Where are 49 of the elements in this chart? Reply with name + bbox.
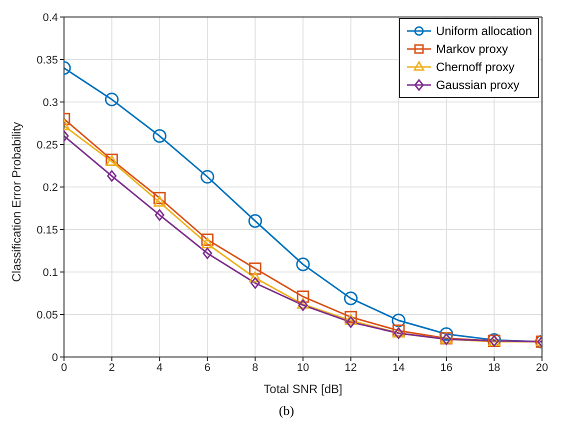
y-tick-label: 0.15 xyxy=(36,224,58,236)
x-tick-label: 18 xyxy=(488,362,500,374)
legend-label: Chernoff proxy xyxy=(436,59,514,76)
x-tick-label: 12 xyxy=(344,362,357,374)
point xyxy=(200,170,214,184)
y-tick-label: 0.35 xyxy=(36,54,58,66)
text: (b) xyxy=(278,403,296,419)
y-tick-label: 0.1 xyxy=(42,266,58,279)
x-tick-label: 2 xyxy=(108,362,115,374)
point xyxy=(296,290,310,303)
legend-label: Markov proxy xyxy=(436,41,508,58)
point xyxy=(248,214,262,228)
x-tick-label: 4 xyxy=(156,362,163,374)
point xyxy=(104,92,119,106)
y-tick-label: 0.25 xyxy=(36,139,58,152)
point xyxy=(344,314,357,325)
x-tick-label: 8 xyxy=(252,362,258,374)
x-tick-label: 10 xyxy=(296,362,310,374)
point xyxy=(249,262,262,275)
point xyxy=(346,316,356,328)
point xyxy=(392,314,406,328)
point xyxy=(344,310,357,324)
y-tick-label: 0.05 xyxy=(36,309,58,322)
y-tick-label: 0 xyxy=(52,352,58,364)
y-tick-label: 0.4 xyxy=(42,12,58,24)
point xyxy=(249,272,262,282)
y-axis-title: Classification Error Probability xyxy=(9,122,24,282)
point xyxy=(296,258,310,272)
x-tick-label: 16 xyxy=(440,362,453,374)
point xyxy=(201,234,214,246)
point xyxy=(250,277,260,289)
point xyxy=(153,192,166,204)
point xyxy=(154,209,164,221)
point xyxy=(344,292,358,306)
point xyxy=(107,170,117,182)
legend-label: Gaussian proxy xyxy=(436,77,520,94)
point xyxy=(201,238,214,248)
legend-label: Uniform allocation xyxy=(436,23,532,40)
x-axis-title: Total SNR [dB] xyxy=(264,382,342,396)
point xyxy=(440,327,454,341)
y-tick-label: 0.3 xyxy=(42,96,58,109)
x-tick-label: 14 xyxy=(392,362,405,374)
point xyxy=(202,248,212,260)
point xyxy=(152,129,166,143)
y-tick-label: 0.2 xyxy=(42,182,58,194)
x-tick-label: 20 xyxy=(536,362,548,374)
point xyxy=(154,196,166,207)
x-tick-label: 6 xyxy=(204,362,210,374)
x-tick-label: 0 xyxy=(60,362,68,374)
